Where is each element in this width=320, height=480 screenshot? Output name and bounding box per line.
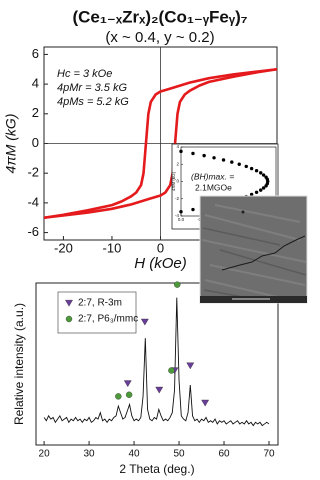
sem-image bbox=[199, 195, 308, 304]
bh-point bbox=[230, 160, 234, 164]
y-tick-label: 0 bbox=[176, 179, 179, 184]
sem-crack bbox=[221, 235, 306, 271]
bh-point bbox=[237, 162, 241, 166]
bh-point bbox=[261, 173, 266, 177]
bh-point bbox=[212, 156, 216, 160]
y-tick-label: 2 bbox=[176, 161, 179, 166]
y-tick-label: 4 bbox=[32, 76, 39, 91]
y-tick-label: 2 bbox=[32, 105, 39, 120]
annotation: Hc = 3 kOe bbox=[57, 68, 112, 80]
bh-point bbox=[249, 166, 254, 171]
x-tick-label: -10 bbox=[103, 240, 122, 255]
x-axis-label: H (kOe) bbox=[134, 255, 187, 272]
annotation: 4pMs = 5.2 kG bbox=[57, 96, 129, 108]
bh-point bbox=[254, 169, 259, 173]
sem-texture bbox=[204, 214, 301, 241]
x-tick-label: 70 bbox=[263, 449, 275, 460]
phase-marker bbox=[174, 281, 181, 288]
bh-point bbox=[249, 192, 254, 197]
legend-label: 2:7, P6₃/mmc bbox=[78, 314, 138, 325]
bh-point bbox=[244, 164, 248, 169]
bh-point bbox=[264, 184, 268, 188]
sem-texture bbox=[202, 227, 281, 246]
bh-point bbox=[202, 153, 206, 158]
phase-marker bbox=[115, 393, 122, 400]
annotation: 2.1MGOe bbox=[195, 182, 232, 192]
bh-point bbox=[259, 171, 263, 175]
legend-symbol bbox=[65, 299, 73, 307]
x-tick-label: 60 bbox=[218, 449, 230, 460]
legend-box bbox=[57, 291, 137, 334]
x-tick-label: 20 bbox=[39, 449, 51, 460]
x-tick-label: 0 bbox=[157, 240, 164, 255]
x-tick-label: 0.0 bbox=[178, 217, 185, 222]
hysteresis-curve bbox=[43, 67, 278, 220]
y-tick-label: 0 bbox=[32, 135, 39, 150]
phase-marker bbox=[155, 386, 164, 394]
y-tick-label: -2 bbox=[27, 165, 39, 180]
y-tick-label: -4 bbox=[175, 213, 179, 218]
bh-point bbox=[261, 186, 266, 190]
annotation: (BH)max. = bbox=[191, 171, 234, 181]
phase-marker bbox=[201, 399, 210, 407]
sem-texture bbox=[214, 204, 301, 223]
sem-texture bbox=[209, 264, 306, 286]
y-axis-label: Relative intensity (a.u.) bbox=[12, 303, 26, 425]
y-tick-label: -6 bbox=[27, 224, 39, 239]
chart-title: (Ce₁₋ₓZrₓ)₂(Co₁₋ᵧFeᵧ)₇ bbox=[72, 7, 247, 26]
y-axis-label: 4πM (kG) bbox=[3, 114, 19, 174]
x-tick-label: 30 bbox=[84, 449, 96, 460]
legend-symbol bbox=[65, 315, 73, 323]
sem-particle bbox=[241, 210, 245, 214]
plot-frame bbox=[35, 282, 279, 446]
phase-marker bbox=[140, 318, 149, 326]
x-axis-label: 2 Theta (deg.) bbox=[119, 462, 194, 476]
sem-background bbox=[199, 195, 308, 304]
x-tick-label: -20 bbox=[54, 240, 73, 255]
bh-point bbox=[259, 188, 263, 192]
bh-point bbox=[179, 149, 183, 154]
annotation: 4pMr = 3.5 kG bbox=[57, 82, 127, 94]
x-tick-label: 50 bbox=[173, 449, 185, 460]
phase-marker bbox=[123, 380, 132, 388]
x-tick-label: 40 bbox=[128, 449, 140, 460]
sem-texture bbox=[201, 239, 307, 263]
legend-label: 2:7, R-3m bbox=[78, 298, 122, 309]
bh-point bbox=[221, 158, 226, 162]
y-tick-label: -4 bbox=[27, 194, 39, 209]
phase-marker bbox=[168, 367, 175, 374]
chart-subtitle: (x ~ 0.4, y ~ 0.2) bbox=[105, 29, 214, 46]
phase-marker bbox=[186, 362, 195, 370]
figure: (Ce₁₋ₓZrₓ)₂(Co₁₋ᵧFeᵧ)₇ (x ~ 0.4, y ~ 0.2… bbox=[3, 7, 308, 476]
bh-point bbox=[191, 151, 195, 156]
y-axis-label: 4πM (kG) bbox=[171, 171, 176, 191]
y-tick-label: 4 bbox=[176, 144, 179, 149]
bh-point bbox=[254, 190, 259, 194]
sem-texture bbox=[219, 249, 307, 276]
phase-marker bbox=[125, 391, 133, 398]
bh-point bbox=[179, 209, 183, 214]
bh-point bbox=[191, 207, 195, 212]
xrd-pattern bbox=[43, 297, 270, 427]
y-tick-label: 6 bbox=[32, 46, 39, 61]
y-tick-label: -2 bbox=[175, 196, 179, 201]
